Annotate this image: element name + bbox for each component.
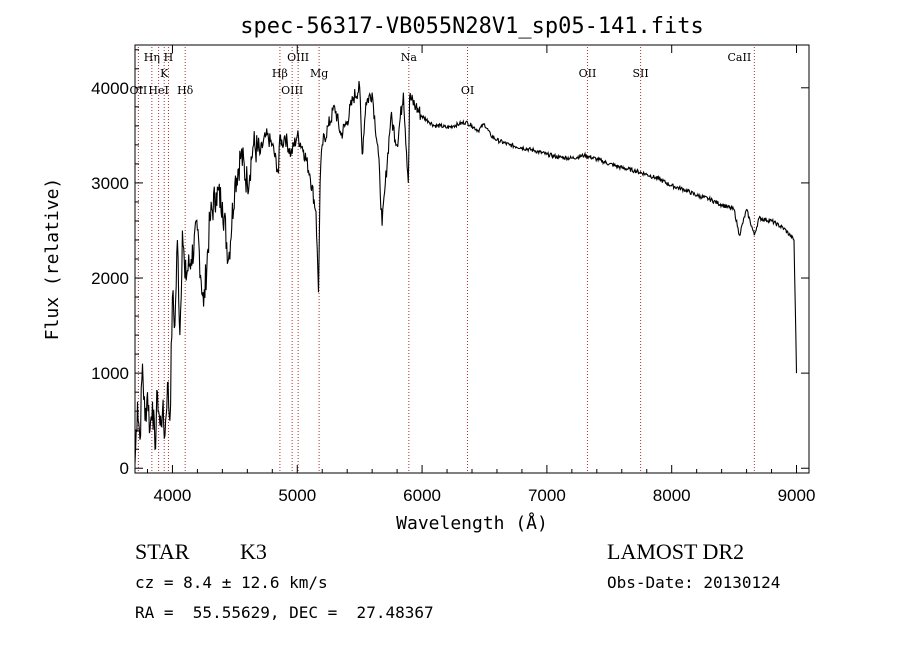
spectral-line-label: H xyxy=(164,51,174,64)
spectral-line-label: OIII xyxy=(281,84,303,97)
x-axis-ticks: 4000 5000 6000 7000 8000 9000 xyxy=(146,45,816,505)
sky-coordinates: RA = 55.55629, DEC = 27.48367 xyxy=(135,603,434,622)
x-axis-label: Wavelength (Å) xyxy=(396,512,548,534)
spectrum-chart: spec-56317-VB055N28V1_sp05-141.fits OIIH… xyxy=(42,14,816,534)
y-tick-label: 3000 xyxy=(91,174,129,193)
object-class: STAR xyxy=(135,539,190,564)
spectral-line-label: OIII xyxy=(287,51,309,64)
x-tick-label: 5000 xyxy=(278,486,316,505)
y-tick-label: 1000 xyxy=(91,364,129,383)
spectral-line-label: OI xyxy=(461,84,474,97)
spectral-line-label: SII xyxy=(633,67,649,80)
chart-title: spec-56317-VB055N28V1_sp05-141.fits xyxy=(240,14,704,39)
spectral-line-label: Mg xyxy=(310,67,328,80)
spectral-line-label: OII xyxy=(579,67,597,80)
spectral-line-label: Hη xyxy=(144,51,160,64)
spectral-line-markers xyxy=(137,47,755,473)
x-tick-label: 7000 xyxy=(528,486,566,505)
y-axis-ticks: 0 1000 2000 3000 4000 xyxy=(91,49,809,478)
spectral-line-label: OII xyxy=(130,84,148,97)
x-tick-label: 4000 xyxy=(154,486,192,505)
spectral-line-label: HeI xyxy=(148,84,168,97)
spectral-line-label: K xyxy=(160,67,169,80)
spectral-line-label: Na xyxy=(401,51,418,64)
spectral-line-label: Hδ xyxy=(177,84,194,97)
y-tick-label: 4000 xyxy=(91,79,129,98)
y-axis-label: Flux (relative) xyxy=(42,178,63,341)
y-tick-label: 2000 xyxy=(91,269,129,288)
x-tick-label: 9000 xyxy=(778,486,816,505)
observation-date: Obs-Date: 20130124 xyxy=(607,573,781,592)
object-subclass: K3 xyxy=(240,539,267,564)
spectrum-series-line xyxy=(134,80,798,464)
redshift-cz: cz = 8.4 ± 12.6 km/s xyxy=(135,573,328,592)
plot-frame xyxy=(134,44,810,474)
spectral-line-label: CaII xyxy=(728,51,752,64)
x-tick-label: 8000 xyxy=(653,486,691,505)
x-tick-label: 6000 xyxy=(403,486,441,505)
survey-name: LAMOST DR2 xyxy=(607,539,745,564)
y-tick-label: 0 xyxy=(120,459,129,478)
spectral-line-label: Hβ xyxy=(272,67,288,80)
